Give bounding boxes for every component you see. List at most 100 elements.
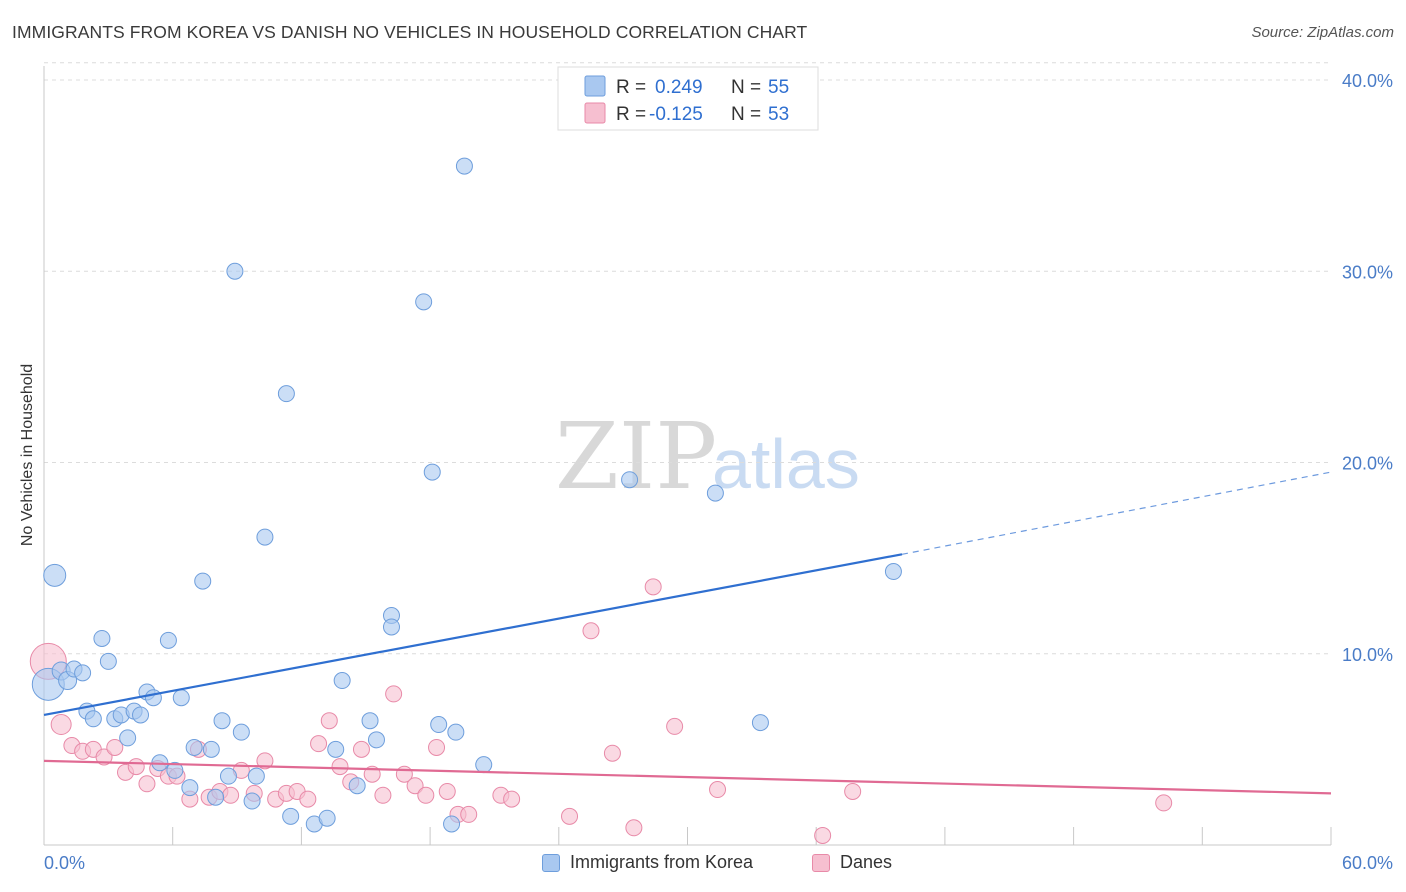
- legend-n-label-danes: N =: [731, 104, 761, 125]
- legend-n-label-korea: N =: [731, 77, 761, 98]
- korea-point-1: [43, 563, 67, 587]
- legend-n-value-korea: 55: [768, 77, 789, 98]
- x-tick-max: 60.0%: [1342, 853, 1393, 873]
- korea-point-53: [751, 714, 769, 732]
- danes-point-31: [374, 786, 392, 804]
- danes-point-34: [406, 777, 424, 795]
- korea-point-8: [93, 629, 111, 647]
- korea-point-39: [348, 777, 366, 795]
- korea-point-27: [219, 767, 237, 785]
- danes-point-8: [127, 758, 145, 776]
- danes-point-20: [256, 752, 274, 770]
- grid-lines: [44, 62, 1331, 655]
- danes-point-46: [644, 578, 662, 596]
- korea-point-5: [74, 664, 92, 682]
- danes-point-6: [106, 738, 124, 756]
- korea-point-41: [367, 731, 385, 749]
- bottom-legend-danes: Danes: [812, 852, 892, 873]
- bottom-swatch-korea: [542, 853, 560, 872]
- watermark-zip: ZIP: [555, 403, 717, 510]
- bottom-legend-label-danes: Danes: [840, 852, 893, 872]
- korea-point-31: [247, 767, 265, 785]
- korea-point-49: [455, 157, 473, 175]
- korea-points: [31, 157, 902, 833]
- legend-swatch-korea: [584, 75, 606, 97]
- danes-point-44: [603, 744, 621, 762]
- legend-n-value-danes: 53: [768, 104, 789, 125]
- danes-point-45: [625, 819, 643, 837]
- korea-point-45: [423, 463, 441, 481]
- korea-point-26: [213, 712, 231, 730]
- korea-point-18: [159, 631, 177, 649]
- legend-r-label-korea: R =: [616, 77, 646, 98]
- danes-point-37: [438, 782, 456, 800]
- legend-r-value-korea: 0.249: [655, 77, 703, 98]
- korea-point-29: [232, 723, 250, 741]
- danes-point-42: [561, 807, 579, 825]
- danes-point-36: [428, 738, 446, 756]
- korea-point-52: [706, 484, 724, 502]
- danes-point-29: [352, 740, 370, 758]
- korea-point-36: [318, 809, 336, 827]
- korea-point-30: [243, 792, 261, 810]
- korea-point-24: [202, 740, 220, 758]
- danes-point-17: [222, 786, 240, 804]
- danes-point-25: [310, 735, 328, 753]
- danes-point-26: [320, 712, 338, 730]
- korea-point-19: [166, 761, 184, 779]
- legend-r-value-danes: -0.125: [649, 104, 703, 125]
- korea-point-23: [194, 572, 212, 590]
- danes-point-41: [503, 790, 521, 808]
- korea-point-43: [382, 618, 400, 636]
- danes-point-39: [460, 805, 478, 823]
- x-tick-min: 0.0%: [44, 853, 85, 873]
- korea-point-16: [144, 689, 162, 707]
- y-tick-label-3: 40.0%: [1342, 71, 1393, 91]
- danes-point-48: [709, 781, 727, 799]
- watermark-atlas: atlas: [712, 425, 860, 503]
- danes-point-9: [138, 775, 156, 793]
- danes-point-49: [814, 826, 832, 844]
- danes-point-47: [666, 717, 684, 735]
- danes-point-5: [95, 748, 113, 766]
- danes-point-51: [1155, 794, 1173, 812]
- danes-point-27: [331, 758, 349, 776]
- danes-trend-line: [43, 759, 1332, 795]
- korea-point-21: [181, 779, 199, 797]
- korea-point-9: [99, 652, 117, 670]
- korea-point-50: [475, 756, 493, 774]
- korea-point-12: [119, 729, 137, 747]
- korea-point-47: [443, 815, 461, 833]
- chart-title: IMMIGRANTS FROM KOREA VS DANISH NO VEHIC…: [12, 22, 808, 42]
- y-tick-label-0: 10.0%: [1342, 645, 1393, 665]
- bottom-swatch-danes: [812, 853, 830, 872]
- korea-point-51: [621, 471, 639, 489]
- korea-point-37: [327, 740, 345, 758]
- correlation-legend: R = 0.249 N = 55 R = -0.125 N = 53: [557, 66, 819, 131]
- y-tick-label-1: 20.0%: [1342, 454, 1393, 474]
- korea-point-48: [447, 723, 465, 741]
- korea-point-7: [84, 710, 102, 728]
- korea-point-14: [132, 706, 150, 724]
- korea-point-32: [256, 528, 274, 546]
- korea-point-34: [282, 807, 300, 825]
- legend-r-label-danes: R =: [616, 104, 646, 125]
- korea-point-40: [361, 712, 379, 730]
- korea-point-46: [430, 716, 448, 734]
- korea-point-22: [185, 738, 203, 756]
- bottom-legend-label-korea: Immigrants from Korea: [570, 852, 754, 872]
- trend-lines: [43, 471, 1332, 795]
- korea-trend-line: [43, 553, 903, 717]
- danes-point-1: [50, 714, 72, 736]
- korea-point-25: [207, 788, 225, 806]
- danes-point-43: [582, 622, 600, 640]
- korea-point-54: [884, 563, 902, 581]
- y-tick-labels: 10.0% 20.0% 30.0% 40.0%: [1342, 71, 1393, 665]
- korea-point-20: [172, 689, 190, 707]
- danes-point-35: [417, 786, 435, 804]
- korea-point-44: [415, 293, 433, 311]
- danes-points: [29, 578, 1173, 844]
- legend-swatch-danes: [584, 102, 606, 124]
- danes-point-50: [844, 782, 862, 800]
